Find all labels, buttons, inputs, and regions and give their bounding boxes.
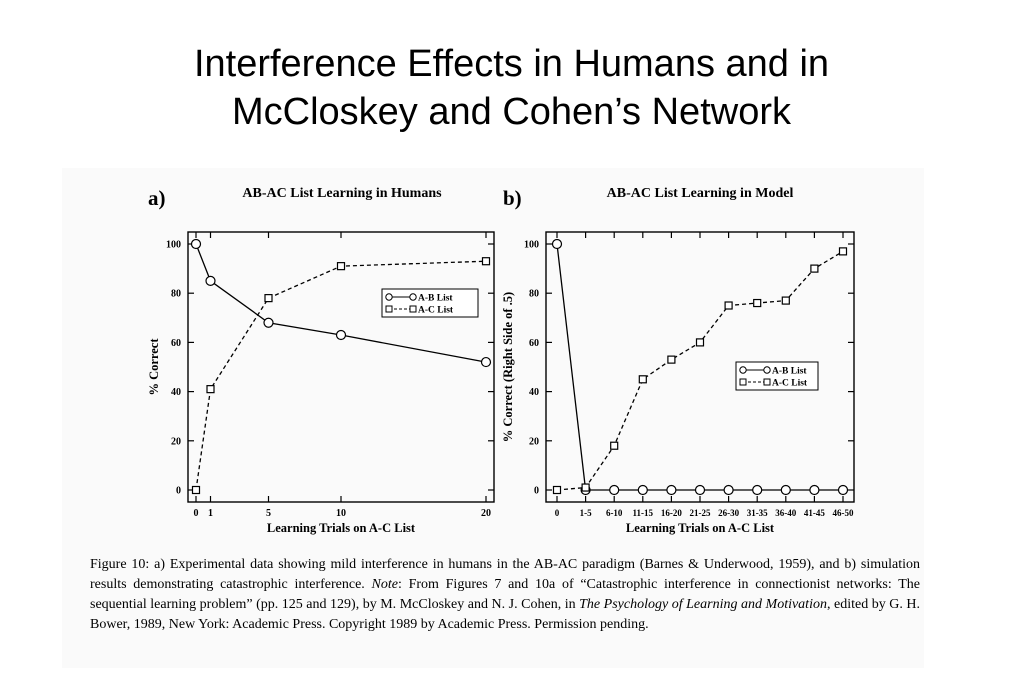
b-ab-list-point <box>723 484 734 496</box>
a-y-tick-label: 60 <box>171 338 181 349</box>
a-ab-list-point <box>190 238 202 250</box>
b-x-tick-label: 6-10 <box>606 508 623 518</box>
a-ac-list-point <box>206 385 215 394</box>
b-ab-list-point <box>551 238 563 250</box>
b-y-tick-label: 80 <box>529 289 539 300</box>
a-ab-list-point <box>480 356 492 368</box>
b-x-tick-label: 46-50 <box>833 508 854 518</box>
b-ac-list-point <box>781 296 790 305</box>
a-ac-list-point <box>191 485 201 495</box>
b-x-tick-label: 16-20 <box>661 508 682 518</box>
b-legend-ac-marker <box>763 378 771 386</box>
b-x-tick-label: 21-25 <box>690 508 711 518</box>
a-ac-list-point <box>336 262 346 271</box>
b-legend-box <box>735 361 819 391</box>
b-legend-ab-marker <box>739 366 747 374</box>
b-ac-list-point <box>552 485 562 495</box>
a-panel-label: a) <box>148 186 166 210</box>
a-ab-list-point <box>205 275 216 286</box>
a-legend-ab-marker <box>409 293 417 301</box>
a-x-tick-label: 10 <box>336 508 346 519</box>
b-ac-list-point <box>838 247 848 256</box>
a-y-tick-label: 100 <box>166 240 181 251</box>
a-ac-list-point <box>264 294 273 303</box>
a-legend-ab-label: A-B List <box>418 294 453 304</box>
b-x-tick-label: 1-5 <box>580 508 592 518</box>
figure-caption: Figure 10: a) Experimental data showing … <box>90 555 920 635</box>
a-legend-ab-marker <box>385 293 393 301</box>
b-x-tick-label: 36-40 <box>775 508 796 518</box>
b-y-axis-label: % Correct (Right Side of .5) <box>501 292 515 442</box>
a-x-axis-label: Learning Trials on A-C List <box>267 521 416 535</box>
a-plot-frame <box>187 231 495 503</box>
b-ac-list-point <box>638 375 647 384</box>
b-x-tick-label: 0 <box>555 508 560 518</box>
slide-title-line-2: McCloskey and Cohen’s Network <box>232 91 791 133</box>
b-ab-list-point <box>837 484 849 496</box>
a-y-tick-label: 40 <box>171 387 181 398</box>
a-y-tick-label: 0 <box>176 486 181 497</box>
a-ab-list-point <box>263 317 274 328</box>
a-legend-box <box>381 288 479 318</box>
b-y-tick-label: 20 <box>529 436 539 447</box>
b-x-tick-label: 11-15 <box>633 508 654 518</box>
b-legend-ac-label: A-C List <box>772 379 808 389</box>
a-legend-ac-label: A-C List <box>418 306 454 316</box>
slide-title-line-1: Interference Effects in Humans and in <box>193 43 830 85</box>
a-x-tick-label: 0 <box>194 508 199 519</box>
b-y-tick-label: 100 <box>524 240 539 251</box>
b-x-tick-label: 26-30 <box>718 508 739 518</box>
figure-scan <box>62 168 924 668</box>
a-chart-title: AB-AC List Learning in Humans <box>242 186 442 201</box>
b-y-tick-label: 60 <box>529 338 539 349</box>
b-ac-list-point <box>810 264 819 273</box>
b-ab-list-point <box>666 484 677 496</box>
b-ab-list-point <box>637 484 648 496</box>
a-legend-ac-marker <box>409 305 417 313</box>
b-ab-list-point <box>809 484 820 496</box>
a-legend-ac-marker <box>385 305 393 313</box>
b-y-tick-label: 40 <box>529 387 539 398</box>
a-ab-list-point <box>335 329 347 341</box>
b-x-axis-label: Learning Trials on A-C List <box>626 521 775 535</box>
slide-title: Interference Effects in Humans and in Mc… <box>0 40 1023 136</box>
b-ab-list-point <box>609 484 620 496</box>
a-ac-list-point <box>481 257 491 266</box>
b-legend-ab-label: A-B List <box>772 367 807 377</box>
a-ac-list-line <box>195 260 487 491</box>
a-y-tick-label: 20 <box>171 436 181 447</box>
b-ac-list-point <box>667 355 676 364</box>
b-chart-title: AB-AC List Learning in Model <box>607 186 794 201</box>
figure-charts: a) AB-AC List Learning in Humans 0 20 40 60 80… <box>147 186 855 535</box>
b-y-tick-label: 0 <box>534 486 539 497</box>
a-x-tick-label: 1 <box>208 508 213 519</box>
caption-note-label: Note <box>371 577 398 592</box>
a-x-tick-label: 20 <box>481 508 491 519</box>
a-y-tick-label: 80 <box>171 289 181 300</box>
b-ac-list-point <box>753 298 762 308</box>
b-ac-list-point <box>724 301 733 310</box>
b-ac-list-point <box>695 338 705 347</box>
a-x-tick-label: 5 <box>266 508 271 519</box>
caption-book-title: The Psychology of Learning and Motivatio… <box>579 597 827 612</box>
b-ab-list-point <box>780 484 791 496</box>
caption-text-1: Figure 10: a) Experimental data showing … <box>90 557 924 592</box>
b-x-tick-label: 41-45 <box>804 508 825 518</box>
a-y-axis-label: % Correct <box>147 338 161 396</box>
b-legend-ab-marker <box>763 366 771 374</box>
caption-text-2: : From Figures 7 and 10a of “Catastrophi… <box>90 577 924 612</box>
b-ab-list-point <box>752 484 763 496</box>
b-ab-list-point <box>694 484 706 496</box>
b-x-tick-label: 31-35 <box>747 508 768 518</box>
b-ac-list-point <box>581 483 590 492</box>
b-ac-list-point <box>610 441 619 450</box>
b-panel-label: b) <box>503 186 522 210</box>
b-legend-ac-marker <box>739 378 747 386</box>
caption-text-3: , edited by G. H. Bower, 1989, New York:… <box>90 597 924 632</box>
